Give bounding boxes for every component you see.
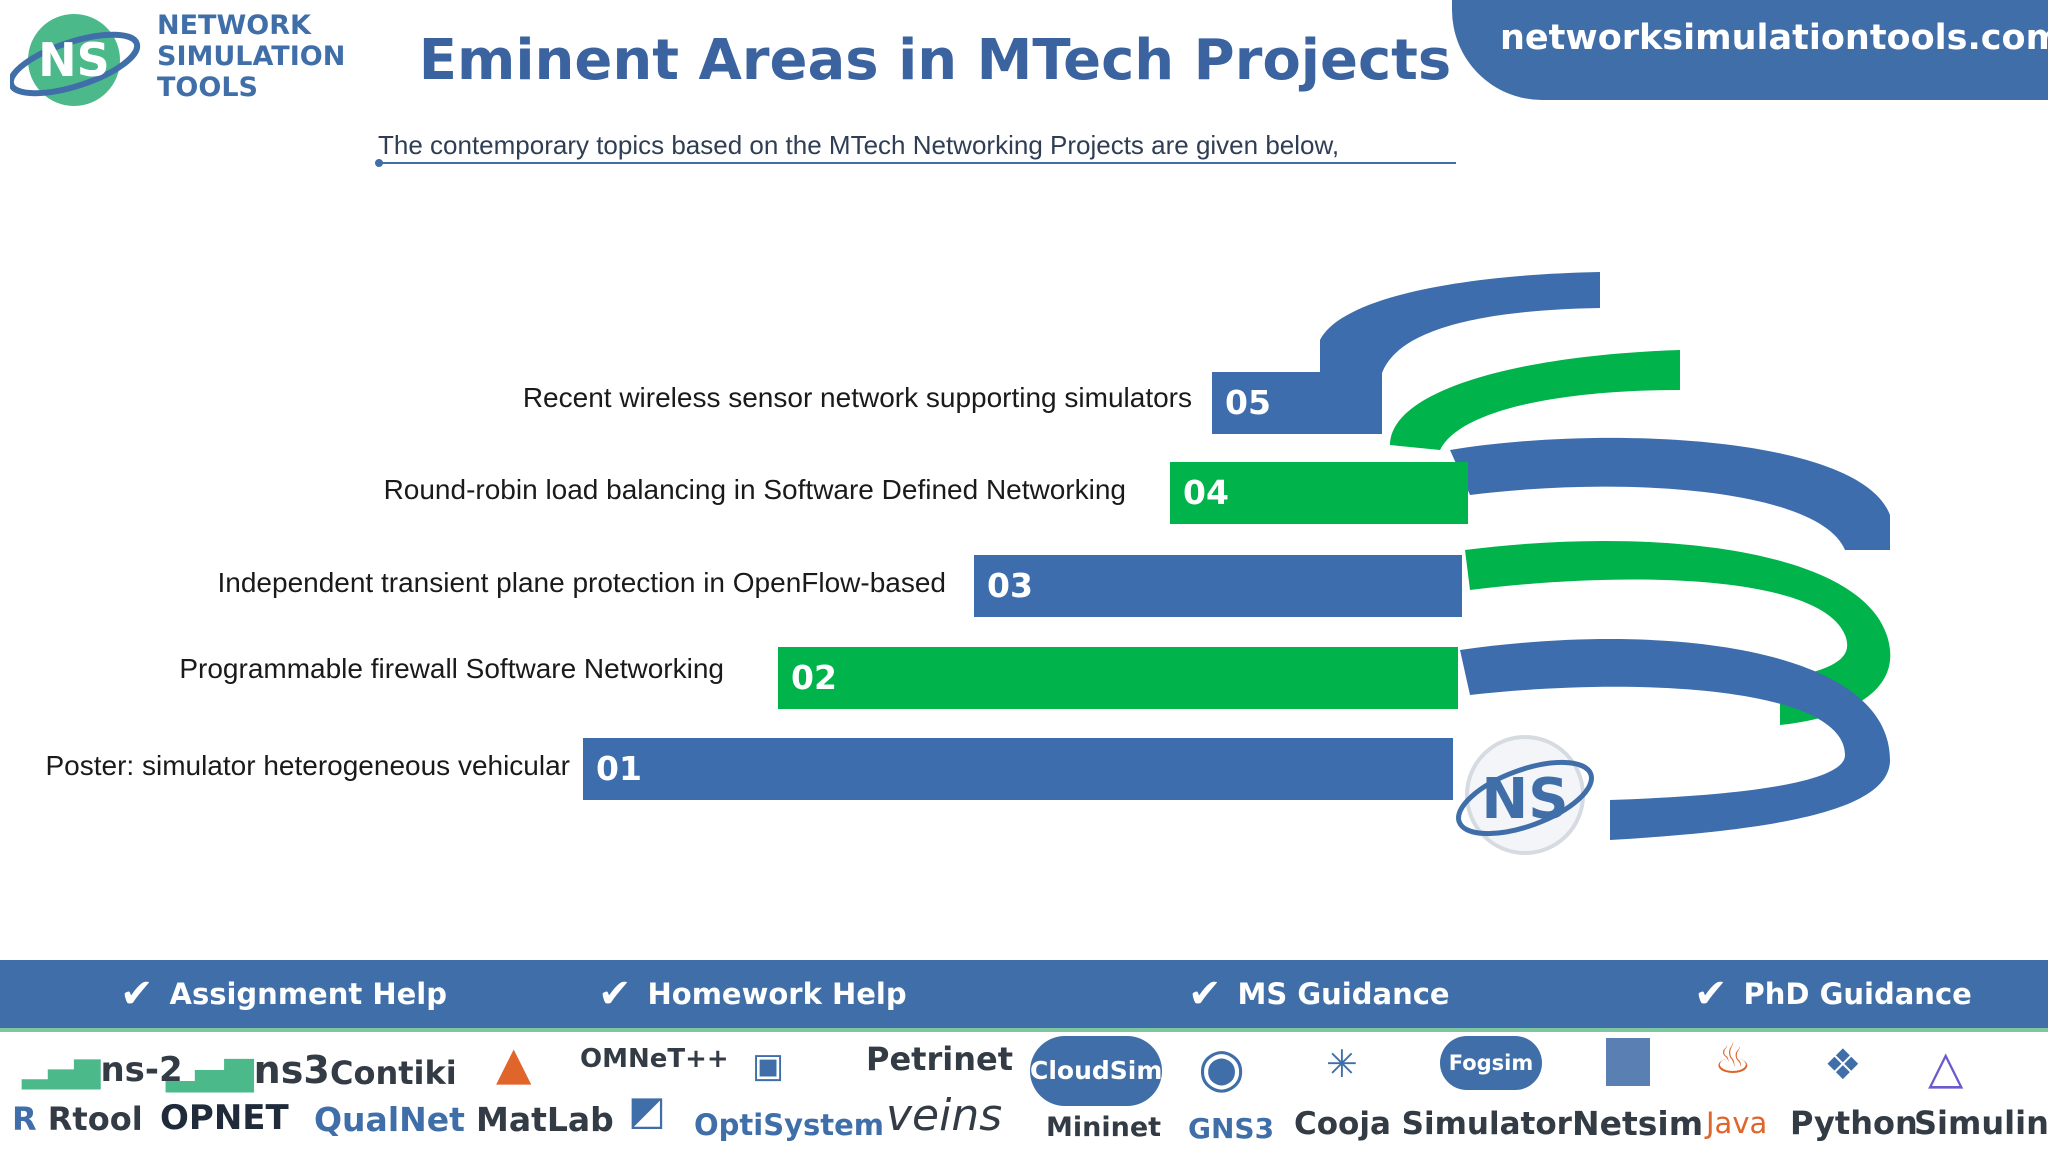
bar-01: 01	[583, 738, 1453, 800]
bar-03: 03	[974, 555, 1462, 617]
brand-line-3: TOOLS	[157, 72, 258, 103]
spiral-graphic: NS	[1320, 272, 1891, 855]
service-phd-guidance[interactable]: ✔ PhD Guidance	[1694, 971, 1972, 1017]
services-band	[0, 960, 2048, 1032]
python-icon: ❖	[1824, 1040, 1862, 1089]
tool-python: Python	[1790, 1104, 1918, 1142]
simulink-icon: △	[1928, 1040, 1964, 1094]
tool-cloudsim: CloudSim	[1030, 1036, 1162, 1106]
ns-emblem: NS	[1456, 735, 1594, 855]
tool-rtool: R Rtool	[12, 1100, 143, 1138]
tool-mininet: Mininet	[1046, 1112, 1162, 1143]
check-icon: ✔	[598, 971, 632, 1017]
signal-icon: ▂▄▆	[22, 1050, 101, 1090]
subtitle-dot	[375, 159, 383, 167]
bar-05: 05	[1212, 372, 1382, 434]
tool-ns3: ▂▄▆ns3	[166, 1048, 330, 1092]
tool-veins: veins	[886, 1090, 1003, 1141]
opnet-icon: ◩	[628, 1088, 666, 1134]
check-icon: ✔	[1188, 971, 1222, 1017]
java-icon: ♨	[1714, 1034, 1752, 1083]
page-title: Eminent Areas in MTech Projects	[418, 28, 1452, 93]
bar-02: 02	[778, 647, 1458, 709]
tool-java: Java	[1706, 1106, 1768, 1140]
check-icon: ✔	[1694, 971, 1728, 1017]
matlab-icon: ▲	[496, 1036, 532, 1090]
item-label-01: Poster: simulator heterogeneous vehicula…	[45, 750, 570, 781]
check-icon: ✔	[120, 971, 154, 1017]
cooja-network-icon: ✳	[1326, 1042, 1358, 1086]
optisystem-icon: ▣	[752, 1046, 785, 1086]
tool-opnet: OPNET	[160, 1098, 289, 1138]
subtitle: The contemporary topics based on the MTe…	[378, 130, 1340, 160]
tool-optisystem: OptiSystem	[694, 1108, 885, 1142]
gns3-icon: ◉	[1198, 1036, 1246, 1099]
service-assignment-help[interactable]: ✔ Assignment Help	[120, 971, 447, 1017]
signal-icon: ▂▄▆	[166, 1048, 254, 1092]
tool-cooja-simulator: Cooja Simulator	[1294, 1106, 1572, 1142]
tool-contiki: Contiki	[330, 1054, 457, 1092]
brand-line-2: SIMULATION	[157, 41, 346, 72]
emblem-text: NS	[1481, 767, 1568, 832]
item-label-04: Round-robin load balancing in Software D…	[383, 474, 1126, 505]
tool-matlab: MatLab	[476, 1100, 614, 1139]
logo-initials: NS	[38, 33, 110, 87]
logo-icon: NS	[10, 14, 141, 106]
tool-omnet: OMNeT++	[580, 1044, 729, 1074]
service-homework-help[interactable]: ✔ Homework Help	[598, 971, 907, 1017]
r-icon: R	[12, 1100, 37, 1138]
tool-fogsim: Fogsim	[1440, 1036, 1542, 1090]
site-url-link[interactable]: networksimulationtools.com	[1500, 18, 2048, 58]
tool-ns2: ▂▄▆ns-2	[22, 1050, 183, 1090]
tool-petrinet: Petrinet	[866, 1040, 1013, 1078]
tool-qualnet: QualNet	[314, 1100, 465, 1139]
item-label-02: Programmable firewall Software Networkin…	[179, 653, 724, 684]
brand-line-1: NETWORK	[157, 10, 311, 41]
item-label-05: Recent wireless sensor network supportin…	[522, 382, 1192, 413]
item-label-03: Independent transient plane protection i…	[217, 567, 947, 598]
tool-gns3: GNS3	[1188, 1112, 1275, 1145]
netsim-icon	[1606, 1038, 1650, 1086]
bar-04: 04	[1170, 462, 1468, 524]
site-tab	[1452, 0, 2048, 100]
subtitle-underline	[378, 162, 1456, 164]
service-ms-guidance[interactable]: ✔ MS Guidance	[1188, 971, 1450, 1017]
tool-netsim: Netsim	[1572, 1104, 1704, 1143]
brand-name: NETWORK SIMULATION TOOLS	[157, 10, 345, 103]
tool-simulink: Simulink	[1914, 1104, 2048, 1142]
